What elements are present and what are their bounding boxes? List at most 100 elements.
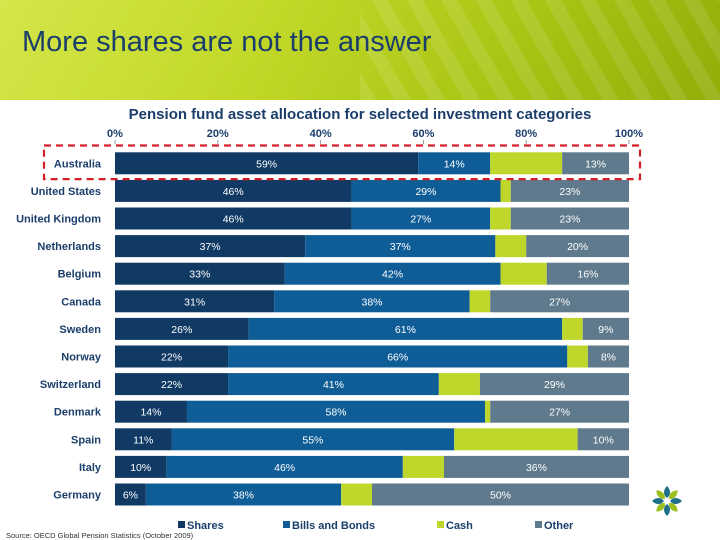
bar-other [562, 152, 629, 175]
company-logo-icon [652, 486, 682, 516]
source-note: Source: OECD Global Pension Statistics (… [6, 531, 194, 540]
bar-cash [562, 317, 583, 340]
category-label: Italy [79, 462, 102, 474]
bar-other [577, 428, 629, 451]
slide-title: More shares are not the answer [22, 26, 432, 58]
bar-other [582, 317, 629, 340]
bar-other [490, 400, 629, 423]
bar-other [587, 345, 629, 368]
data-label: 46% [223, 214, 244, 226]
data-label: 10% [130, 462, 151, 474]
bar-bills-and-bonds [248, 317, 563, 340]
bar-other [443, 455, 629, 478]
category-label: Spain [71, 434, 101, 446]
bar-bills-and-bonds [171, 428, 455, 451]
bar-cash [490, 152, 563, 175]
category-label: Denmark [54, 407, 102, 419]
bar-bills-and-bonds [284, 262, 501, 285]
bar-cash [485, 400, 491, 423]
data-label: 8% [601, 352, 616, 364]
data-label: 37% [200, 241, 221, 253]
bar-bills-and-bonds [418, 152, 491, 175]
data-label: 14% [444, 158, 465, 170]
bar-bills-and-bonds [228, 373, 439, 396]
highlight-box [42, 144, 642, 181]
category-label: United States [31, 186, 101, 198]
data-label: 31% [184, 296, 205, 308]
bar-other [479, 373, 629, 396]
data-label: 29% [544, 379, 565, 391]
data-label: 11% [133, 434, 153, 446]
data-label: 26% [171, 324, 192, 336]
data-label: 41% [323, 379, 344, 391]
bar-cash [469, 290, 491, 313]
bar-cash [495, 235, 527, 258]
bar-cash [438, 373, 480, 396]
bar-other [546, 262, 629, 285]
bar-cash [500, 179, 511, 202]
bar-other [490, 290, 629, 313]
bar-shares [115, 483, 146, 506]
bar-shares [115, 207, 352, 230]
x-tick-label: 20% [207, 128, 229, 140]
data-label: 27% [549, 296, 570, 308]
bar-other [372, 483, 629, 506]
bar-shares [115, 152, 419, 175]
category-label: Norway [61, 352, 102, 364]
x-tick-label: 40% [310, 128, 332, 140]
bar-shares [115, 290, 275, 313]
bar-shares [115, 235, 306, 258]
data-label: 14% [140, 407, 161, 419]
category-label: United Kingdom [16, 214, 101, 226]
bar-shares [115, 455, 167, 478]
legend-swatch-bills-and-bonds [283, 521, 290, 528]
chart-title: Pension fund asset allocation for select… [128, 106, 592, 123]
category-label: Sweden [59, 324, 101, 336]
data-label: 33% [189, 269, 210, 281]
x-tick-label: 60% [412, 128, 434, 140]
data-label: 66% [387, 352, 408, 364]
data-label: 27% [410, 214, 431, 226]
category-label: Germany [53, 490, 102, 502]
data-label: 20% [567, 241, 588, 253]
data-label: 23% [559, 186, 580, 198]
category-label: Switzerland [40, 379, 101, 391]
bar-cash [454, 428, 578, 451]
data-label: 55% [302, 434, 323, 446]
bar-shares [115, 345, 229, 368]
x-tick-label: 0% [107, 128, 123, 140]
data-label: 22% [161, 352, 182, 364]
bar-cash [500, 262, 547, 285]
legend-swatch-cash [437, 521, 444, 528]
legend-label-cash: Cash [446, 520, 473, 532]
data-label: 36% [526, 462, 547, 474]
bar-other [510, 179, 629, 202]
bar-other [510, 207, 629, 230]
category-label: Belgium [58, 269, 102, 281]
bar-bills-and-bonds [274, 290, 470, 313]
data-label: 22% [161, 379, 182, 391]
bar-bills-and-bonds [351, 207, 491, 230]
bar-shares [115, 428, 172, 451]
bar-other [526, 235, 629, 258]
legend-swatch-shares [178, 521, 185, 528]
data-label: 59% [256, 158, 277, 170]
data-label: 16% [577, 269, 598, 281]
bar-shares [115, 373, 229, 396]
bar-cash [341, 483, 372, 506]
bar-bills-and-bonds [186, 400, 486, 423]
bar-cash [490, 207, 511, 230]
legend-label-shares: Shares [187, 520, 224, 532]
data-label: 46% [223, 186, 244, 198]
bar-bills-and-bonds [145, 483, 342, 506]
data-label: 46% [274, 462, 295, 474]
data-label: 50% [490, 490, 511, 502]
legend-label-other: Other [544, 520, 574, 532]
x-tick-label: 80% [515, 128, 537, 140]
category-label: Netherlands [37, 241, 101, 253]
data-label: 6% [123, 490, 138, 502]
data-label: 38% [361, 296, 382, 308]
bar-bills-and-bonds [351, 179, 501, 202]
data-label: 58% [326, 407, 347, 419]
